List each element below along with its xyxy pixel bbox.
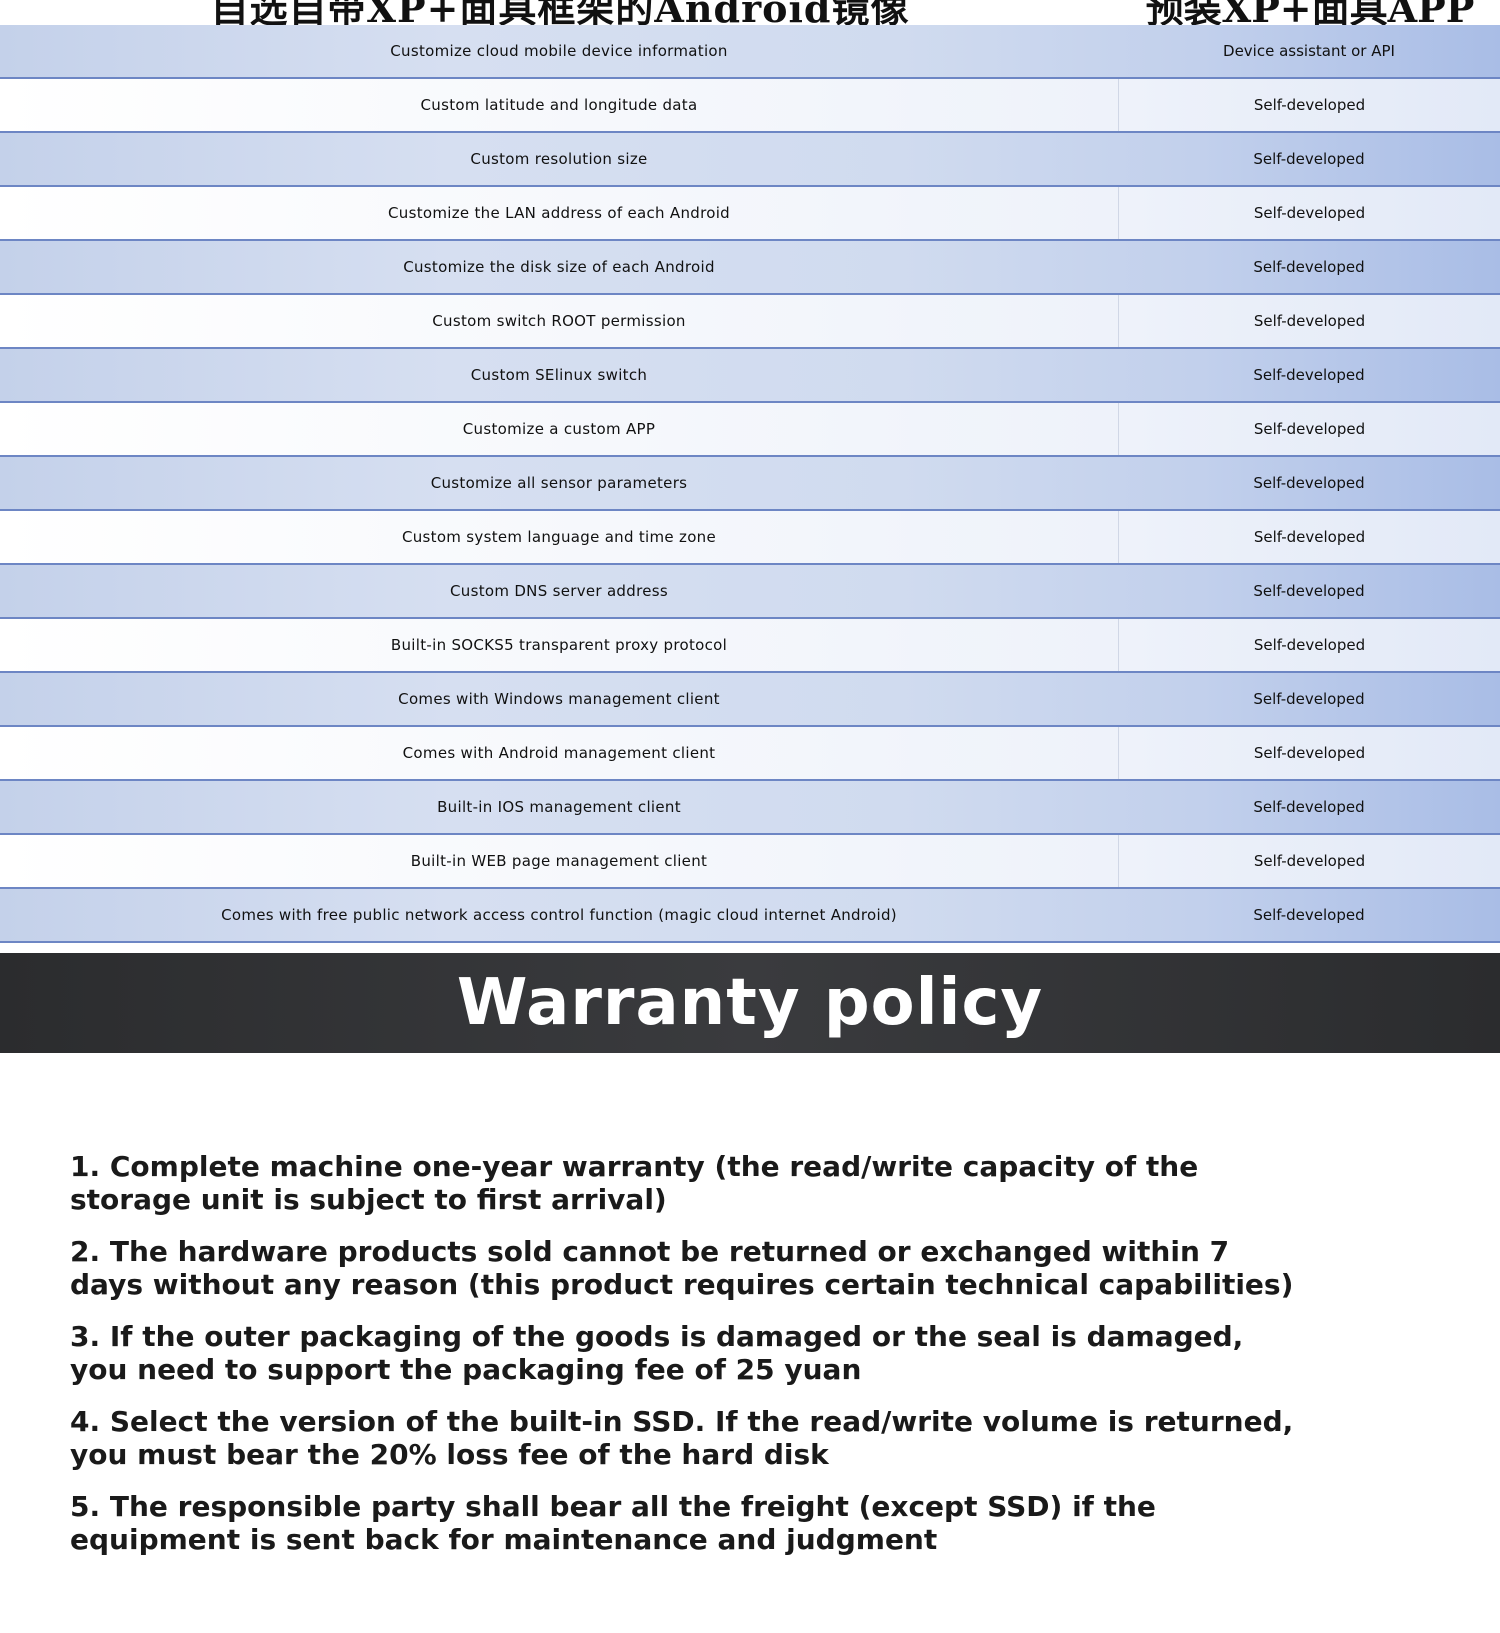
- feature-cell: Customize the LAN address of each Androi…: [388, 204, 730, 222]
- policy-item: 2. The hardware products sold cannot be …: [70, 1235, 1294, 1301]
- value-cell: Self-developed: [1253, 366, 1365, 384]
- value-cell: Self-developed: [1253, 798, 1365, 816]
- table-row: Built-in IOS management client Self-devel…: [0, 781, 1500, 835]
- policy-item: 3. If the outer packaging of the goods i…: [70, 1320, 1244, 1386]
- value-cell: Self-developed: [1118, 79, 1500, 131]
- feature-cell: Custom SElinux switch: [470, 366, 648, 384]
- warranty-banner: Warranty policy: [0, 953, 1500, 1053]
- table-row: Built-in SOCKS5 transparent proxy protoc…: [0, 619, 1500, 673]
- value-cell: Self-developed: [1253, 582, 1365, 600]
- feature-cell: Customize a custom APP: [462, 420, 656, 438]
- table-row: Comes with Android management client Self…: [0, 727, 1500, 781]
- warranty-title: Warranty policy: [456, 966, 1044, 1040]
- value-cell: Self-developed: [1253, 690, 1365, 708]
- value-cell: Self-developed: [1118, 727, 1500, 779]
- value-cell: Self-developed: [1253, 906, 1365, 924]
- value-cell: Self-developed: [1118, 295, 1500, 347]
- feature-cell: Comes with free public network access co…: [221, 906, 897, 924]
- table-row: Custom DNS server address Self-developed: [0, 565, 1500, 619]
- table-row: Customize a custom APP Self-developed: [0, 403, 1500, 457]
- value-cell: Self-developed: [1118, 835, 1500, 887]
- table-row: Customize the LAN address of each Androi…: [0, 187, 1500, 241]
- feature-cell: Customize the disk size of each Android: [403, 258, 715, 276]
- table-row: Built-in WEB page management client Self-…: [0, 835, 1500, 889]
- policy-item: 5. The responsible party shall bear all …: [70, 1490, 1156, 1556]
- feature-cell: Customize cloud mobile device informatio…: [390, 42, 728, 60]
- table-row: Customize cloud mobile device informatio…: [0, 25, 1500, 79]
- value-cell: Self-developed: [1118, 511, 1500, 563]
- feature-cell: Custom switch ROOT permission: [432, 312, 686, 330]
- feature-cell: Built-in IOS management client: [437, 798, 681, 816]
- feature-cell: Comes with Windows management client: [398, 690, 720, 708]
- value-cell: Self-developed: [1118, 619, 1500, 671]
- feature-cell: Custom resolution size: [470, 150, 648, 168]
- feature-cell: Custom DNS server address: [450, 582, 668, 600]
- value-cell: Self-developed: [1253, 150, 1365, 168]
- table-row: Custom SElinux switch Self-developed: [0, 349, 1500, 403]
- table-row: Comes with Windows management client Self…: [0, 673, 1500, 727]
- table-row: Custom switch ROOT permission Self-develo…: [0, 295, 1500, 349]
- feature-table: Customize cloud mobile device informatio…: [0, 25, 1500, 943]
- table-row: Custom latitude and longitude data Self-d…: [0, 79, 1500, 133]
- feature-cell: Built-in SOCKS5 transparent proxy protoc…: [390, 636, 728, 654]
- table-header: 自选自带XP+面具框架的Android镜像 预装XP+面具APP: [0, 0, 1500, 31]
- feature-cell: Customize all sensor parameters: [430, 474, 688, 492]
- table-row: Customize all sensor parameters Self-deve…: [0, 457, 1500, 511]
- warranty-policy-list: 1. Complete machine one-year warranty (t…: [70, 1150, 1300, 1575]
- value-cell: Self-developed: [1118, 187, 1500, 239]
- value-cell: Self-developed: [1253, 474, 1365, 492]
- value-cell: Self-developed: [1118, 403, 1500, 455]
- table-row: Custom resolution size Self-developed: [0, 133, 1500, 187]
- value-cell: Device assistant or API: [1223, 42, 1395, 60]
- table-row: Customize the disk size of each Android S…: [0, 241, 1500, 295]
- feature-cell: Custom latitude and longitude data: [420, 96, 698, 114]
- table-row: Comes with free public network access co…: [0, 889, 1500, 943]
- table-row: Custom system language and time zone Self…: [0, 511, 1500, 565]
- feature-cell: Custom system language and time zone: [401, 528, 717, 546]
- policy-item: 1. Complete machine one-year warranty (t…: [70, 1150, 1199, 1216]
- feature-cell: Built-in WEB page management client: [410, 852, 708, 870]
- policy-item: 4. Select the version of the built-in SS…: [70, 1405, 1294, 1471]
- value-cell: Self-developed: [1253, 258, 1365, 276]
- feature-cell: Comes with Android management client: [402, 744, 716, 762]
